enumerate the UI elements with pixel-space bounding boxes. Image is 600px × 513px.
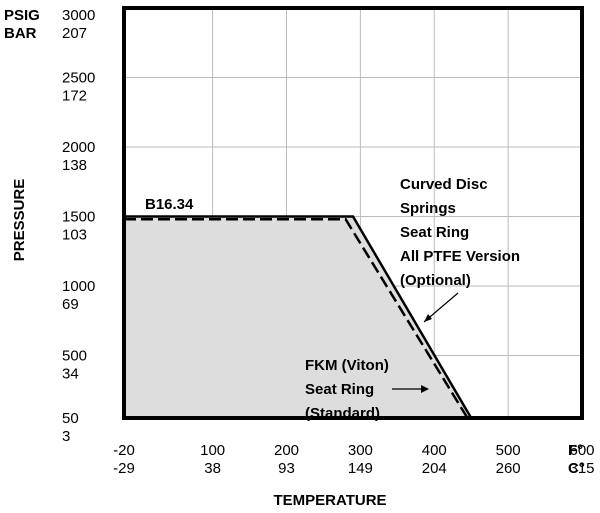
y-tick-label-psig: 2500 bbox=[62, 69, 95, 86]
x-tick-label-f: 600 bbox=[569, 442, 594, 459]
rated-area-fill bbox=[124, 216, 472, 418]
x-axis-title: TEMPERATURE bbox=[273, 492, 386, 509]
y-tick-label-psig: 1500 bbox=[62, 208, 95, 225]
x-tick-label-f: -20 bbox=[113, 442, 135, 459]
fkm-label-1: FKM (Viton) bbox=[305, 357, 389, 374]
ptfe-label-3: Seat Ring bbox=[400, 224, 469, 241]
x-unit-c: C° bbox=[568, 460, 585, 477]
x-tick-label-f: 400 bbox=[422, 442, 447, 459]
x-tick-label-c: 93 bbox=[278, 460, 295, 477]
y-tick-label-psig: 3000 bbox=[62, 7, 95, 24]
y-tick-label-bar: 138 bbox=[62, 157, 87, 174]
y-unit-psig: PSIG bbox=[4, 7, 40, 24]
x-tick-label-c: 204 bbox=[422, 460, 447, 477]
y-tick-label-bar: 172 bbox=[62, 87, 87, 104]
x-tick-label-f: 100 bbox=[200, 442, 225, 459]
x-tick-label-f: 200 bbox=[274, 442, 299, 459]
y-tick-label-bar: 207 bbox=[62, 25, 87, 42]
y-tick-label-bar: 103 bbox=[62, 226, 87, 243]
b1634-label: B16.34 bbox=[145, 196, 194, 213]
x-tick-label-c: 315 bbox=[569, 460, 594, 477]
y-tick-label-psig: 2000 bbox=[62, 139, 95, 156]
y-tick-label-psig: 1000 bbox=[62, 278, 95, 295]
ptfe-arrowhead bbox=[424, 314, 432, 322]
x-tick-label-f: 500 bbox=[496, 442, 521, 459]
x-tick-label-c: 38 bbox=[204, 460, 221, 477]
ptfe-label-4: All PTFE Version bbox=[400, 248, 520, 265]
y-tick-label-psig: 50 bbox=[62, 410, 79, 427]
y-tick-label-bar: 69 bbox=[62, 296, 79, 313]
x-tick-label-c: 149 bbox=[348, 460, 373, 477]
x-tick-label-c: -29 bbox=[113, 460, 135, 477]
y-tick-label-psig: 500 bbox=[62, 347, 87, 364]
plot-frame bbox=[122, 6, 584, 420]
ptfe-label-2: Springs bbox=[400, 200, 456, 217]
fkm-label-3: (Standard) bbox=[305, 405, 380, 422]
y-axis-title: PRESSURE bbox=[11, 179, 28, 262]
x-tick-label-c: 260 bbox=[496, 460, 521, 477]
fkm-arrowhead bbox=[421, 385, 429, 393]
series-line-ptfe bbox=[124, 215, 473, 419]
x-unit-f: F° bbox=[568, 442, 583, 459]
y-unit-bar: BAR bbox=[4, 25, 37, 42]
fkm-label-2: Seat Ring bbox=[305, 381, 374, 398]
ptfe-label-5: (Optional) bbox=[400, 272, 471, 289]
y-tick-label-bar: 3 bbox=[62, 428, 70, 445]
series-line-fkm bbox=[124, 218, 469, 419]
ptfe-label-1: Curved Disc bbox=[400, 176, 488, 193]
x-tick-label-f: 300 bbox=[348, 442, 373, 459]
y-tick-label-bar: 34 bbox=[62, 365, 79, 382]
